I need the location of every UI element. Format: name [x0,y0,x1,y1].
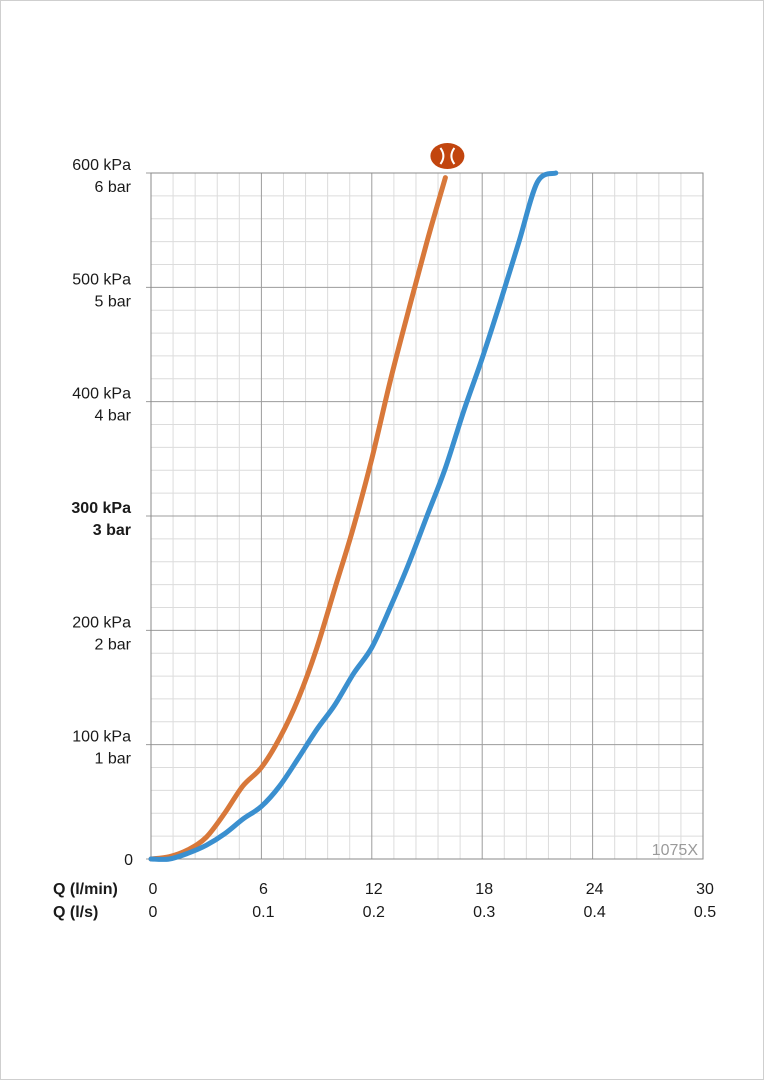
series-line-2 [148,170,559,862]
y-tick-label: 0 [124,852,133,869]
x-axis-label-lmin: Q (l/min) [53,881,118,898]
y-tick-label-kpa: 200 kPa [72,614,131,631]
y-tick-label-kpa: 500 kPa [72,271,131,288]
series-line-1 [148,175,448,862]
major-gridlines [146,172,704,860]
y-tick-label-bar: 2 bar [95,636,132,653]
marker-left-arc [439,147,445,165]
y-tick-label-bar: 1 bar [95,751,132,768]
x-tick-label-ls: 0.2 [363,904,385,921]
y-tick-label-kpa: 600 kPa [72,157,131,174]
x-tick-label-ls: 0.4 [583,904,605,921]
marker-right-arc [450,147,456,165]
x-tick-label-ls: 0.3 [473,904,495,921]
x-tick-label-ls: 0.5 [694,904,716,921]
x-axis-label-ls: Q (l/s) [53,904,98,921]
y-tick-label-bar: 3 bar [93,522,131,539]
flow-restrictor-icon [430,143,465,169]
y-tick-label-bar: 5 bar [95,293,132,310]
y-tick-label-bar: 4 bar [95,408,132,425]
x-tick-label-lmin: 30 [696,881,714,898]
x-tick-label-ls: 0 [149,904,158,921]
x-tick-label-lmin: 6 [259,881,268,898]
y-tick-label-kpa: 400 kPa [72,386,131,403]
model-label: 1075X [652,842,699,859]
x-tick-label-ls: 0.1 [252,904,274,921]
y-tick-label-kpa: 300 kPa [71,500,131,517]
x-tick-label-lmin: 0 [149,881,158,898]
marker-badge [430,143,465,169]
y-axis-ticks: 0 100 kPa 1 bar 200 kPa 2 bar 300 kPa 3 bar 400… [71,157,133,869]
plot-frame [150,172,704,860]
x-axis-ticks: 0 0 6 0.1 12 0.2 18 0.3 24 0.4 30 0.5 [149,881,717,921]
series-layer [148,170,559,862]
y-tick-label-bar: 6 bar [95,179,132,196]
y-tick-label-kpa: 100 kPa [72,729,131,746]
x-tick-label-lmin: 12 [365,881,383,898]
x-tick-label-lmin: 24 [586,881,604,898]
x-tick-label-lmin: 18 [475,881,493,898]
